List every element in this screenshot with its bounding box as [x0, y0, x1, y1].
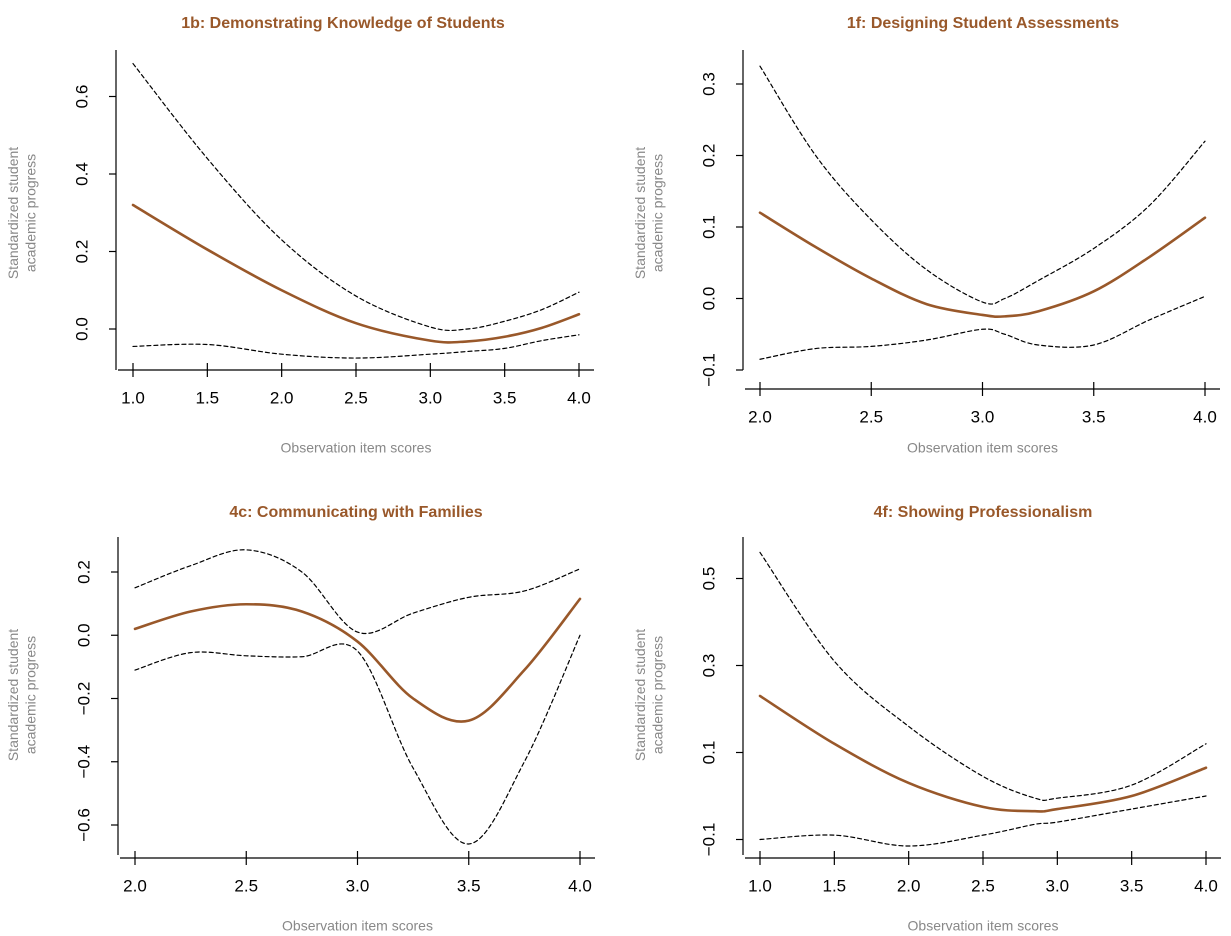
y-tick-label: 0.0 [699, 287, 718, 311]
y-axis-label: Standardized student academic progress [5, 629, 39, 761]
upper-confidence-curve [759, 65, 1206, 305]
y-tick-label: −0.6 [74, 808, 93, 842]
y-tick-label: −0.1 [699, 823, 718, 857]
y-tick-label: 0.1 [699, 215, 718, 239]
x-tick-label: 1.5 [196, 388, 220, 407]
y-tick-label: 0.0 [72, 317, 91, 341]
y-tick-label: 0.6 [72, 85, 91, 109]
x-axis-label: Observation item scores [907, 440, 1058, 456]
y-tick-label: −0.4 [74, 745, 93, 779]
estimate-curve [758, 211, 1207, 319]
lower-confidence-curve [759, 295, 1206, 360]
x-tick-label: 4.0 [567, 388, 591, 407]
x-tick-label: 2.0 [123, 876, 147, 895]
x-axis-label: Observation item scores [282, 918, 433, 934]
y-tick-label: −0.1 [699, 353, 718, 387]
panel-title: 4f: Showing Professionalism [874, 504, 1093, 521]
y-tick-label: −0.2 [74, 682, 93, 716]
x-tick-label: 3.0 [419, 388, 443, 407]
y-tick-label: 0.5 [699, 567, 718, 591]
y-tick-label: 0.2 [72, 240, 91, 264]
x-tick-label: 2.5 [859, 407, 883, 426]
y-axis-label-line: Standardized student [632, 629, 648, 761]
panel-1b-knowledge-of-students: 1b: Demonstrating Knowledge of Students 0… [5, 15, 594, 456]
upper-confidence-curve [134, 549, 581, 635]
x-tick-label: 3.5 [1082, 407, 1106, 426]
x-tick-label: 3.5 [457, 876, 481, 895]
x-tick-label: 4.0 [1194, 876, 1218, 895]
panel-4f-professionalism: 4f: Showing Professionalism −0.1 0.1 0.3 0.5… [632, 504, 1221, 934]
y-tick-label: 0.3 [699, 72, 718, 96]
estimate-curve [133, 597, 582, 723]
x-tick-label: 1.5 [823, 876, 847, 895]
x-tick-label: 3.0 [346, 876, 370, 895]
x-tick-label: 3.0 [971, 407, 995, 426]
y-tick-label: 0.2 [74, 560, 93, 584]
x-tick-label: 3.0 [1046, 876, 1070, 895]
y-axis-label-line: Standardized student [5, 147, 21, 279]
estimate-curve [131, 203, 581, 344]
x-axis-label: Observation item scores [281, 440, 432, 456]
x-tick-label: 2.0 [270, 388, 294, 407]
y-axis-label-line: academic progress [650, 154, 666, 272]
panel-title: 1b: Demonstrating Knowledge of Students [181, 15, 505, 32]
x-tick-label: 2.5 [344, 388, 368, 407]
panel-title: 4c: Communicating with Families [229, 504, 482, 521]
lower-confidence-curve [134, 634, 581, 845]
y-tick-label: 0.2 [699, 144, 718, 168]
y-tick-label: 0.3 [699, 654, 718, 678]
x-axis-label: Observation item scores [908, 918, 1059, 934]
y-axis-label: Standardized student academic progress [632, 147, 666, 279]
x-tick-label: 4.0 [568, 876, 592, 895]
x-tick-label: 2.0 [748, 407, 772, 426]
x-tick-label: 4.0 [1193, 407, 1217, 426]
estimate-curve [758, 694, 1208, 813]
x-tick-label: 1.0 [121, 388, 145, 407]
y-tick-label: 0.0 [74, 623, 93, 647]
panel-4c-communicating-families: 4c: Communicating with Families −0.6 −0.4 −… [5, 504, 595, 934]
upper-confidence-curve [759, 551, 1207, 801]
y-tick-label: 0.1 [699, 741, 718, 765]
panel-1f-designing-assessments: 1f: Designing Student Assessments −0.1 0.0… [632, 15, 1220, 456]
y-axis-label-line: academic progress [650, 636, 666, 754]
lower-confidence-curve [759, 795, 1207, 847]
y-axis-label: Standardized student academic progress [5, 147, 39, 279]
x-tick-label: 3.5 [1120, 876, 1144, 895]
y-axis-label-line: academic progress [23, 154, 39, 272]
panel-title: 1f: Designing Student Assessments [847, 15, 1119, 32]
x-tick-label: 2.5 [971, 876, 995, 895]
y-axis-label: Standardized student academic progress [632, 629, 666, 761]
y-axis-label-line: Standardized student [5, 629, 21, 761]
x-tick-label: 1.0 [748, 876, 772, 895]
x-tick-label: 2.5 [234, 876, 258, 895]
y-tick-label: 0.4 [72, 162, 91, 186]
x-tick-label: 3.5 [493, 388, 517, 407]
y-axis-label-line: Standardized student [632, 147, 648, 279]
upper-confidence-curve [132, 62, 580, 332]
lower-confidence-curve [132, 334, 580, 359]
y-axis-label-line: academic progress [23, 636, 39, 754]
x-tick-label: 2.0 [897, 876, 921, 895]
